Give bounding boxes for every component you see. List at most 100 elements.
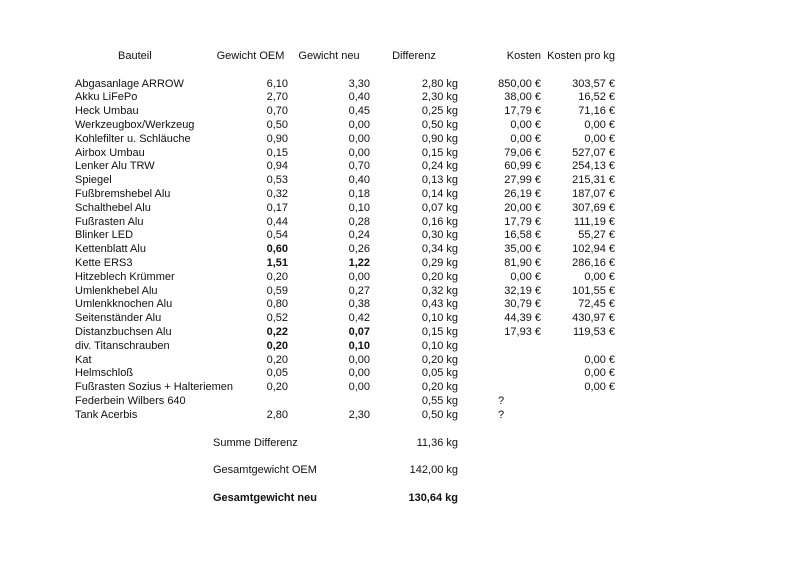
cell-gewicht-neu: 0,00 xyxy=(348,381,370,394)
cell-gewicht-neu: 0,38 xyxy=(348,298,370,311)
cell-kosten xyxy=(458,381,541,395)
cell-gewicht-oem: 0,60 xyxy=(266,243,288,256)
cell-gewicht-neu: 0,24 xyxy=(348,229,370,242)
table-row: Airbox Umbau 0,15 0,00 0,15 kg 79,06 € 527,07… xyxy=(75,147,615,161)
table-row: Kohlefilter u. Schläuche 0,90 0,00 0,90 kg 0… xyxy=(75,133,615,147)
cell-gewicht-neu: 0,40 xyxy=(348,174,370,187)
cell-bauteil: Tank Acerbis xyxy=(75,408,138,421)
cell-kosten-pro-kg: 254,13 € xyxy=(572,160,615,173)
cell-gewicht-neu: 0,27 xyxy=(348,284,370,297)
cell-bauteil: Kohlefilter u. Schläuche xyxy=(75,132,191,145)
table-row: Seitenständer Alu 0,52 0,42 0,10 kg 44,39 € 4… xyxy=(75,312,615,326)
cell-bauteil: Lenker Alu TRW xyxy=(75,160,155,173)
cell-gewicht-oem: 0,44 xyxy=(266,215,288,228)
cell-bauteil: Heck Umbau xyxy=(75,105,139,118)
cell-kosten: ? xyxy=(498,408,505,421)
cell-kosten xyxy=(458,367,541,381)
cell-differenz: 0,15 kg xyxy=(421,325,458,338)
table-row: Umlenkhebel Alu 0,59 0,27 0,32 kg 32,19 € 101… xyxy=(75,285,615,299)
table-row: Heck Umbau 0,70 0,45 0,25 kg 17,79 € 71,16 € xyxy=(75,105,615,119)
cell-differenz: 0,43 kg xyxy=(421,298,458,311)
cell-differenz: 0,20 kg xyxy=(421,381,458,394)
cell-gewicht-neu: 0,07 xyxy=(348,325,370,338)
header-spacer xyxy=(75,64,615,78)
cell-kosten-pro-kg xyxy=(541,395,615,409)
summary-value: 130,64 kg xyxy=(408,492,458,505)
cell-differenz: 0,25 kg xyxy=(421,105,458,118)
cell-bauteil: Kat xyxy=(75,353,92,366)
header-gewicht-oem: Gewicht OEM xyxy=(216,50,285,62)
spreadsheet-page: Bauteil Gewicht OEM Gewicht neu Differen… xyxy=(75,50,615,506)
cell-gewicht-oem: 0,54 xyxy=(266,229,288,242)
cell-differenz: 0,05 kg xyxy=(421,367,458,380)
cell-differenz: 0,30 kg xyxy=(421,229,458,242)
cell-gewicht-oem: 1,51 xyxy=(266,256,288,269)
cell-gewicht-oem xyxy=(213,395,288,409)
cell-gewicht-oem: 0,52 xyxy=(266,312,288,325)
table-row: Spiegel 0,53 0,40 0,13 kg 27,99 € 215,31 € xyxy=(75,174,615,188)
cell-gewicht-neu: 0,42 xyxy=(348,312,370,325)
cell-kosten-pro-kg: 307,69 € xyxy=(572,201,615,214)
cell-gewicht-neu: 0,10 xyxy=(348,339,370,352)
cell-kosten: 26,19 € xyxy=(504,187,541,200)
cell-gewicht-neu: 0,00 xyxy=(348,353,370,366)
cell-kosten: 81,90 € xyxy=(504,256,541,269)
cell-gewicht-neu: 0,26 xyxy=(348,243,370,256)
summary-label: Summe Differenz xyxy=(213,436,298,449)
cell-kosten: 16,58 € xyxy=(504,229,541,242)
cell-gewicht-neu: 3,30 xyxy=(348,77,370,90)
table-row: Abgasanlage ARROW 6,10 3,30 2,80 kg 850,00 €… xyxy=(75,78,615,92)
cell-kosten-pro-kg: 0,00 € xyxy=(584,118,615,131)
cell-kosten: ? xyxy=(498,394,505,407)
cell-differenz: 0,20 kg xyxy=(421,353,458,366)
cell-differenz: 2,30 kg xyxy=(421,91,458,104)
cell-differenz: 0,10 kg xyxy=(421,312,458,325)
cell-kosten: 17,79 € xyxy=(504,215,541,228)
cell-gewicht-oem: 0,90 xyxy=(266,132,288,145)
cell-bauteil: Abgasanlage ARROW xyxy=(75,77,184,90)
cell-bauteil: Helmschloß xyxy=(75,367,134,380)
cell-differenz: 0,16 kg xyxy=(421,215,458,228)
summary-body: Summe Differenz 11,36 kg Gesamtgewicht OEM… xyxy=(75,423,615,506)
cell-kosten: 0,00 € xyxy=(510,270,541,283)
cell-kosten-pro-kg: 0,00 € xyxy=(584,132,615,145)
table-row: div. Titanschrauben 0,20 0,10 0,10 kg xyxy=(75,340,615,354)
cell-differenz: 0,10 kg xyxy=(421,339,458,352)
cell-kosten: 35,00 € xyxy=(504,243,541,256)
cell-gewicht-neu: 0,00 xyxy=(348,146,370,159)
cell-kosten-pro-kg xyxy=(541,409,615,423)
cell-bauteil: Spiegel xyxy=(75,174,112,187)
spacer-row xyxy=(75,423,615,437)
cell-gewicht-oem: 0,15 xyxy=(266,146,288,159)
cell-differenz: 0,55 kg xyxy=(421,394,458,407)
cell-gewicht-oem: 6,10 xyxy=(266,77,288,90)
cell-kosten-pro-kg: 187,07 € xyxy=(572,187,615,200)
cell-kosten: 60,99 € xyxy=(504,160,541,173)
table-row: Federbein Wilbers 640 0,55 kg? xyxy=(75,395,615,409)
cell-gewicht-oem: 0,80 xyxy=(266,298,288,311)
cell-kosten-pro-kg: 101,55 € xyxy=(572,284,615,297)
cell-kosten: 30,79 € xyxy=(504,298,541,311)
cell-kosten-pro-kg: 0,00 € xyxy=(584,381,615,394)
parts-weight-table: Bauteil Gewicht OEM Gewicht neu Differen… xyxy=(75,50,615,506)
cell-differenz: 2,80 kg xyxy=(421,77,458,90)
cell-gewicht-neu: 2,30 xyxy=(348,408,370,421)
table-row: Tank Acerbis 2,80 2,30 0,50 kg? xyxy=(75,409,615,423)
cell-kosten: 79,06 € xyxy=(504,146,541,159)
spacer-row xyxy=(75,450,615,464)
summary-indent xyxy=(75,492,213,506)
cell-gewicht-neu: 0,00 xyxy=(348,270,370,283)
cell-bauteil: Kettenblatt Alu xyxy=(75,243,146,256)
cell-differenz: 0,14 kg xyxy=(421,187,458,200)
cell-gewicht-oem: 0,20 xyxy=(266,381,288,394)
table-row: Helmschloß 0,05 0,00 0,05 kg 0,00 € xyxy=(75,367,615,381)
cell-gewicht-neu: 0,70 xyxy=(348,160,370,173)
cell-kosten: 17,79 € xyxy=(504,105,541,118)
summary-label: Gesamtgewicht neu xyxy=(213,492,317,505)
header-gewicht-neu: Gewicht neu xyxy=(298,50,360,62)
cell-differenz: 0,07 kg xyxy=(421,201,458,214)
cell-kosten-pro-kg xyxy=(541,340,615,354)
cell-bauteil: Schalthebel Alu xyxy=(75,201,151,214)
cell-gewicht-neu: 0,00 xyxy=(348,118,370,131)
cell-kosten-pro-kg: 286,16 € xyxy=(572,256,615,269)
